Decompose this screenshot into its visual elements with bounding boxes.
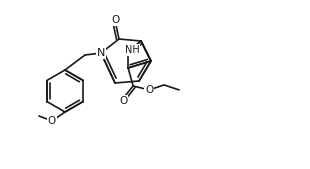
Text: O: O bbox=[111, 15, 119, 25]
Text: O: O bbox=[119, 96, 127, 106]
Text: O: O bbox=[48, 116, 56, 126]
Text: O: O bbox=[145, 85, 153, 95]
Text: N: N bbox=[97, 48, 105, 58]
Text: NH: NH bbox=[125, 45, 140, 55]
